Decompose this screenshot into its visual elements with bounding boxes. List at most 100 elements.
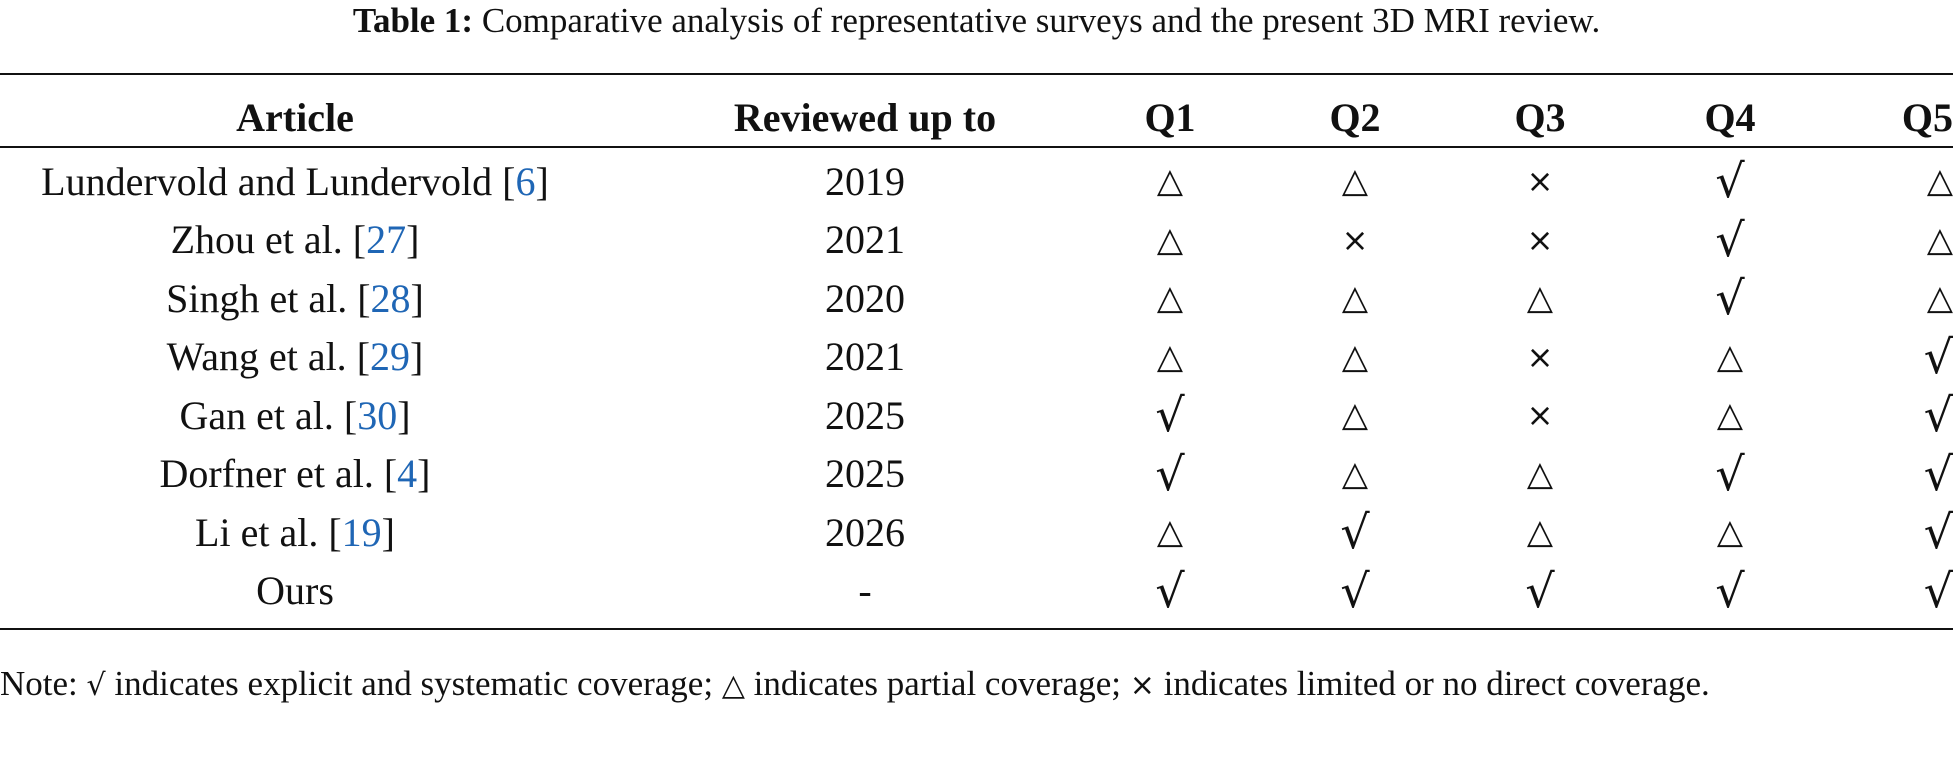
cell-reviewed-up-to: 2021: [825, 217, 905, 262]
check-mark-icon: √: [1923, 446, 1953, 501]
cell-q3: △: [1480, 445, 1600, 503]
cell-q3: △: [1480, 503, 1600, 561]
cell-q4: √: [1670, 562, 1790, 620]
triangle-symbol-icon: △: [721, 668, 745, 703]
article-name: Gan et al.: [179, 392, 334, 438]
cell-q2: √: [1295, 562, 1415, 620]
note-cross-text: indicates limited or no direct coverage.: [1163, 664, 1710, 703]
cell-reviewed-up-to: -: [858, 568, 872, 613]
cell-reviewed-up-to: 2020: [825, 275, 905, 321]
cell-q1: △: [1110, 269, 1230, 327]
triangle-mark-icon: △: [1341, 336, 1369, 377]
header-q1: Q1: [1144, 94, 1196, 140]
header-q4: Q4: [1704, 94, 1756, 140]
check-mark-icon: √: [1525, 563, 1555, 618]
note-check-text: indicates explicit and systematic covera…: [114, 664, 714, 703]
cell-article: Gan et al. [30]: [179, 392, 411, 438]
header-q3: Q3: [1514, 94, 1566, 140]
citation-link[interactable]: 29: [370, 334, 411, 379]
citation-link[interactable]: 28: [370, 275, 411, 321]
table-row: Ours - √ √ √ √ √: [0, 562, 1953, 620]
table-bottom-rule: [0, 628, 1953, 630]
check-mark-icon: √: [1155, 388, 1185, 442]
citation-link[interactable]: 4: [397, 451, 418, 496]
cell-q2: △: [1295, 386, 1415, 444]
cell-q4: √: [1670, 152, 1790, 210]
table-row: Dorfner et al. [4] 2025 √ △ △ √ √: [0, 445, 1953, 503]
article-name: Ours: [256, 568, 334, 613]
cell-q2: △: [1295, 152, 1415, 210]
triangle-mark-icon: △: [1526, 453, 1554, 494]
cell-article: Li et al. [19]: [195, 509, 395, 555]
triangle-mark-icon: △: [1156, 512, 1184, 552]
cell-q1: △: [1110, 211, 1230, 269]
cell-q4: △: [1670, 503, 1790, 561]
cell-q4: △: [1670, 386, 1790, 444]
cell-reviewed-up-to: 2025: [825, 392, 905, 438]
check-mark-icon: √: [1923, 563, 1953, 618]
table-header-rule: [0, 146, 1953, 148]
table-row: Lundervold and Lundervold [6] 2019 △ △ × √ △: [0, 152, 1953, 210]
check-mark-icon: √: [1340, 505, 1370, 559]
cell-q1: △: [1110, 503, 1230, 561]
cell-q2: △: [1295, 328, 1415, 386]
cell-reviewed-up-to: 2021: [825, 334, 905, 379]
cell-q5: △: [1860, 211, 1953, 269]
triangle-mark-icon: △: [1341, 278, 1369, 318]
triangle-mark-icon: △: [1926, 219, 1953, 260]
cell-article: Dorfner et al. [4]: [159, 451, 431, 496]
header-q2: Q2: [1329, 94, 1381, 140]
table-row: Li et al. [19] 2026 △ √ △ △ √: [0, 503, 1953, 561]
cell-q5: √: [1860, 562, 1953, 620]
cell-q4: △: [1670, 328, 1790, 386]
header-article: Article: [236, 94, 354, 140]
cell-reviewed-up-to: 2019: [825, 158, 905, 204]
triangle-mark-icon: △: [1716, 336, 1744, 377]
cell-q3: ×: [1480, 386, 1600, 444]
cell-q1: △: [1110, 328, 1230, 386]
citation-link[interactable]: 30: [357, 392, 398, 438]
cell-q2: ×: [1295, 211, 1415, 269]
triangle-mark-icon: △: [1526, 278, 1554, 318]
check-mark-icon: √: [1923, 505, 1953, 559]
triangle-mark-icon: △: [1156, 161, 1184, 201]
cell-article: Singh et al. [28]: [166, 275, 424, 321]
cross-mark-icon: ×: [1526, 220, 1554, 259]
cell-q5: △: [1860, 269, 1953, 327]
cell-q1: √: [1110, 562, 1230, 620]
triangle-mark-icon: △: [1716, 395, 1744, 435]
article-name: Wang et al.: [166, 334, 347, 379]
triangle-mark-icon: △: [1526, 512, 1554, 552]
check-mark-icon: √: [1715, 446, 1745, 501]
citation-link[interactable]: 6: [515, 158, 536, 204]
triangle-mark-icon: △: [1716, 512, 1744, 552]
header-reviewed-up-to: Reviewed up to: [733, 94, 997, 140]
triangle-mark-icon: △: [1156, 336, 1184, 377]
table-header-row: Article Reviewed up to Q1 Q2 Q3 Q4 Q5: [0, 88, 1953, 146]
article-name: Dorfner et al.: [159, 451, 374, 496]
cell-reviewed-up-to: 2025: [825, 451, 905, 496]
cell-q4: √: [1670, 269, 1790, 327]
cross-mark-icon: ×: [1341, 220, 1369, 259]
table-caption-label: Table 1:: [352, 1, 474, 40]
cross-mark-icon: ×: [1526, 396, 1554, 434]
cell-q3: ×: [1480, 328, 1600, 386]
check-mark-icon: √: [1340, 563, 1370, 618]
cell-q5: √: [1860, 386, 1953, 444]
cell-q3: ×: [1480, 211, 1600, 269]
check-mark-icon: √: [1155, 563, 1185, 618]
citation-link[interactable]: 19: [341, 509, 382, 555]
check-mark-icon: √: [1715, 271, 1745, 325]
header-q5: Q5: [1901, 94, 1953, 140]
table-note: Note: √ indicates explicit and systemati…: [0, 660, 1953, 710]
cell-article: Wang et al. [29]: [166, 334, 424, 379]
triangle-mark-icon: △: [1156, 219, 1184, 260]
table-row: Gan et al. [30] 2025 √ △ × △ √: [0, 386, 1953, 444]
triangle-mark-icon: △: [1341, 395, 1369, 435]
cell-q1: △: [1110, 152, 1230, 210]
triangle-mark-icon: △: [1156, 278, 1184, 318]
triangle-mark-icon: △: [1926, 161, 1953, 201]
citation-link[interactable]: 27: [366, 217, 407, 262]
check-mark-icon: √: [1923, 329, 1953, 384]
cell-q3: √: [1480, 562, 1600, 620]
